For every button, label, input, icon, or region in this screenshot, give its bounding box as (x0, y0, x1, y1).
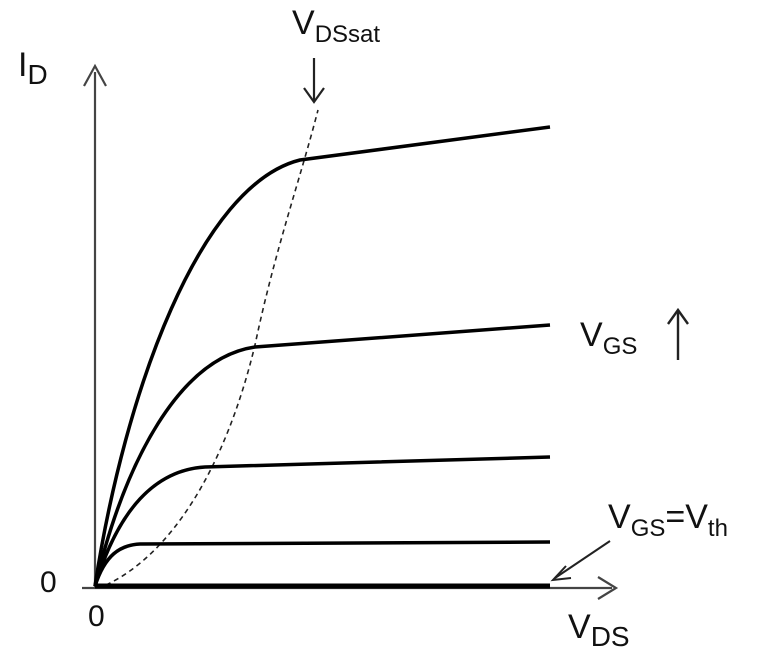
x-axis-arrowhead (597, 576, 619, 600)
x-axis-label-sub: DS (590, 621, 630, 652)
vgs-increasing-label-main: V (580, 316, 603, 354)
origin-x-label: 0 (88, 600, 105, 633)
vdssat-label-sub: DSsat (314, 21, 381, 48)
vdssat-label-main: V (292, 4, 315, 42)
curve-vgs-level-4 (93, 125, 551, 587)
vdssat-locus (105, 109, 319, 586)
vdssat-label: VDSsat (292, 4, 380, 47)
vgs-threshold-label-eq: =V (665, 498, 708, 536)
x-axis-label: VDS (568, 608, 630, 651)
y-axis-arrowhead (83, 63, 107, 87)
vgs-threshold-label-main: V (608, 498, 631, 536)
vgs-increasing-label-sub: GS (602, 333, 638, 360)
vgs-threshold-label-sub: GS (630, 515, 666, 542)
origin-y-label: 0 (40, 566, 57, 599)
curve-vgs-level-2 (93, 455, 551, 587)
up-arrow-icon (667, 307, 689, 360)
vgs-threshold-label-sub2: th (707, 515, 728, 542)
y-axis-label-main: I (18, 46, 28, 84)
pointer-arrow-icon (550, 540, 611, 582)
curve-vgs-level-3 (93, 323, 551, 587)
x-axis-label-main: V (568, 608, 591, 646)
curve-vgs-level-1 (93, 540, 551, 587)
y-axis-label: ID (18, 46, 48, 89)
vgs-threshold-label: VGS=Vth (608, 498, 728, 541)
vgs-increasing-label: VGS (580, 316, 637, 359)
down-arrow-icon (303, 58, 325, 104)
y-axis-label-sub: D (27, 59, 48, 90)
